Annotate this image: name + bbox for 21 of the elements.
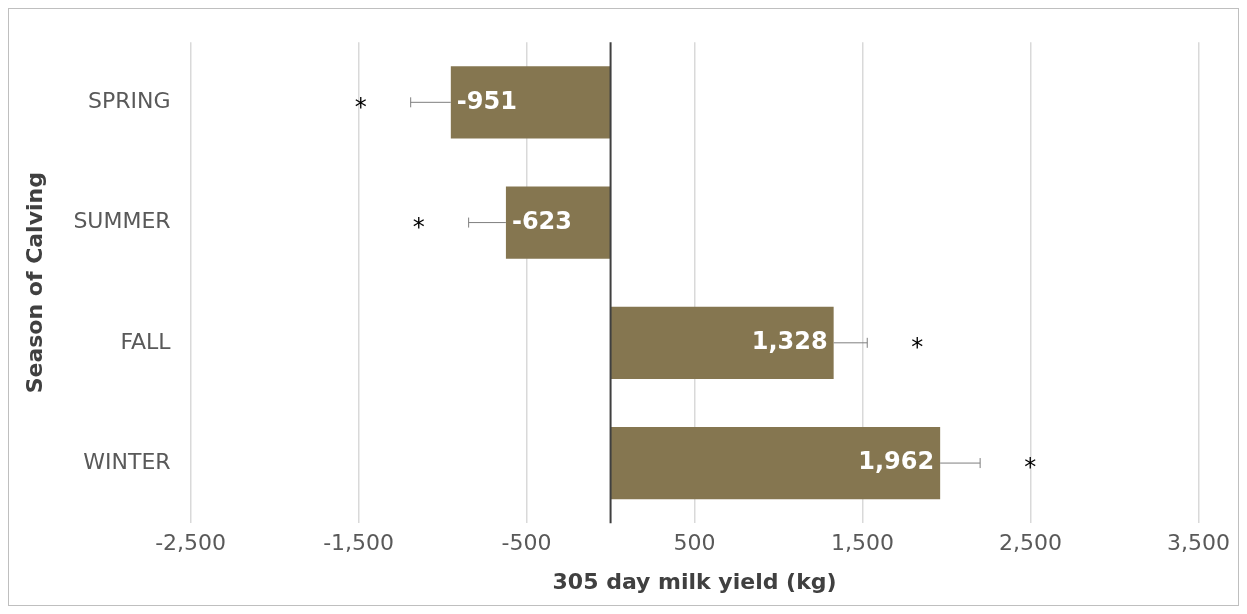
y-tick-label: SUMMER [73, 208, 171, 234]
annotation: * [354, 92, 367, 121]
x-tick-label: -1,500 [323, 530, 395, 556]
data-label: -951 [456, 86, 517, 115]
data-label: 1,328 [751, 327, 828, 356]
data-label: -623 [511, 206, 572, 235]
data-label: 1,962 [858, 447, 935, 476]
annotation: * [911, 333, 924, 362]
x-tick-label: 3,500 [1167, 530, 1230, 556]
x-tick-label: 500 [673, 530, 716, 556]
x-tick-label: 2,500 [999, 530, 1063, 556]
x-tick-label: -500 [501, 530, 552, 556]
y-tick-label: FALL [120, 328, 172, 354]
y-tick-label: WINTER [83, 448, 171, 474]
y-axis-title: Season of Calving [21, 172, 47, 394]
annotation: * [1024, 453, 1037, 482]
y-tick-label: SPRING [88, 88, 171, 114]
x-axis-title: 305 day milk yield (kg) [552, 568, 837, 594]
x-tick-label: 1,500 [831, 530, 895, 556]
x-tick-label: -2,500 [155, 530, 227, 556]
annotation: * [412, 212, 425, 241]
